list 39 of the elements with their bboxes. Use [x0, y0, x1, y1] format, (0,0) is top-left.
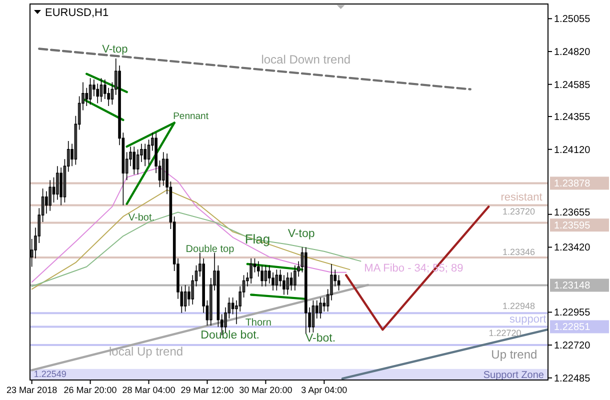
x-tick-label: 23 Mar 2018	[6, 385, 58, 395]
annotation: Pennant	[173, 110, 209, 122]
annotation: local Down trend	[261, 52, 351, 66]
y-tick-label: 1.22720	[554, 340, 591, 352]
ref-line-label: 1.23148	[554, 280, 591, 292]
annotation: Double top	[186, 244, 235, 256]
ref-line-label: 1.22851	[554, 322, 591, 334]
annotation: Up trend	[491, 348, 538, 362]
annotation: 1.23346	[502, 246, 536, 257]
annotation: Double bot.	[200, 330, 260, 342]
annotation: 1.22549	[34, 369, 66, 380]
y-tick-label: 1.24820	[554, 47, 591, 58]
ref-line-label: 1.23595	[554, 220, 591, 232]
annotation: V-bot.	[305, 332, 336, 345]
y-tick-label: 1.25055	[554, 14, 591, 26]
x-tick-label: 26 Mar 20:00	[64, 385, 117, 395]
y-tick-label: 1.23655	[554, 208, 591, 219]
y-tick-label: 1.22485	[554, 373, 591, 384]
annotation: 1.22948	[502, 301, 536, 312]
annotation: V-top	[288, 228, 315, 240]
x-tick-label: 3 Apr 04:00	[301, 385, 348, 395]
x-tick-label: 28 Mar 04:00	[122, 385, 176, 395]
annotation: V-top	[102, 43, 128, 56]
y-tick-label: 1.24585	[554, 80, 591, 91]
x-tick-label: 29 Mar 12:00	[180, 385, 234, 395]
y-tick-label: 1.24120	[554, 144, 591, 156]
annotation: V-bot.	[128, 212, 155, 224]
annotation: resistant	[500, 191, 542, 204]
y-tick-label: 1.22955	[554, 308, 591, 319]
annotation: support	[510, 314, 546, 326]
band-label: Support Zone	[483, 370, 544, 381]
x-tick-label: 30 Mar 20:00	[239, 385, 292, 395]
ref-line-label: 1.23878	[554, 178, 591, 190]
annotation: 1.22720	[488, 328, 522, 338]
annotation: 1.23720	[502, 206, 536, 216]
y-tick-label: 1.23420	[554, 242, 591, 254]
annotation: Thorn	[245, 317, 272, 328]
chart-title: EURUSD,H1	[45, 7, 109, 19]
y-tick-label: 1.24355	[554, 112, 591, 124]
